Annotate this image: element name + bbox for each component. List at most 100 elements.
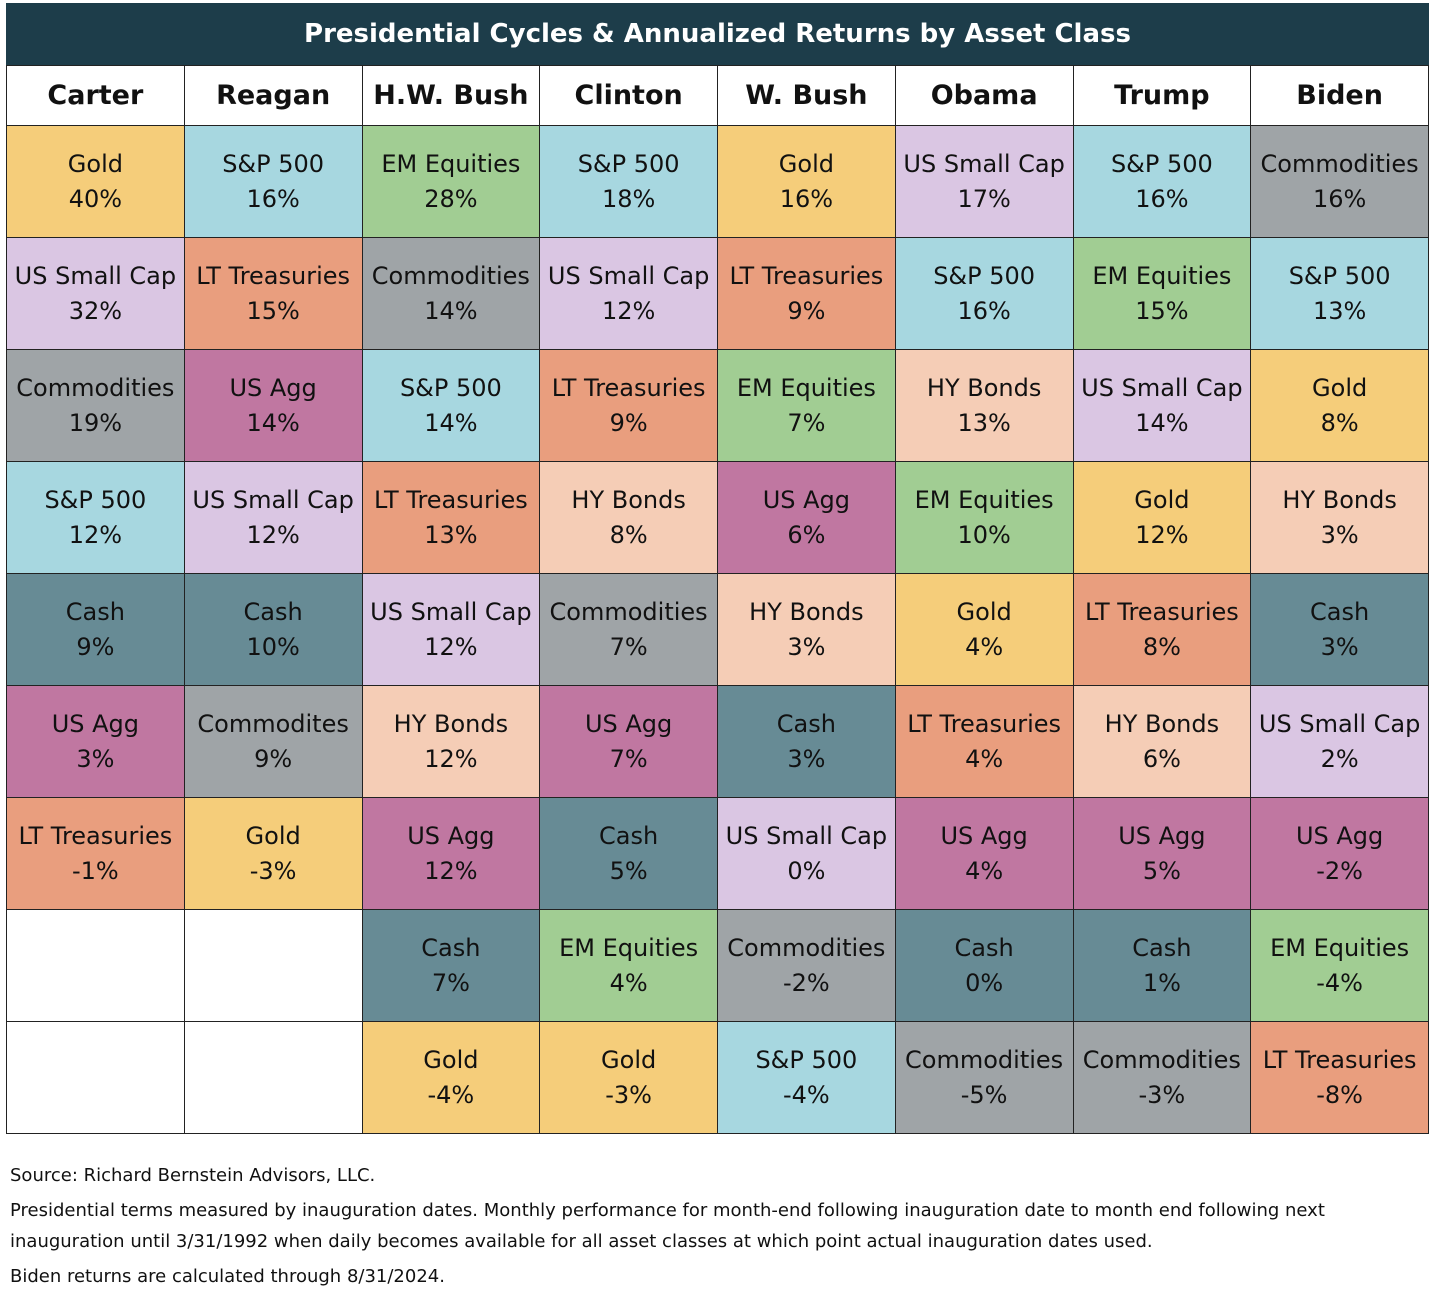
- biden-note: Biden returns are calculated through 8/3…: [10, 1266, 445, 1287]
- return-cell: Gold 40%: [7, 126, 185, 238]
- return-value: 3%: [76, 744, 115, 773]
- return-cell: Cash 0%: [895, 910, 1074, 1022]
- asset-label: S&P 500: [933, 261, 1036, 290]
- return-value: -2%: [783, 968, 830, 997]
- return-cell: S&P 500 13%: [1251, 238, 1429, 350]
- return-value: 1%: [1142, 968, 1181, 997]
- return-cell: EM Equities 10%: [895, 462, 1074, 574]
- asset-label: Gold: [778, 149, 834, 178]
- return-cell: Commodities -3%: [1073, 1022, 1252, 1134]
- asset-label: LT Treasuries: [551, 373, 706, 402]
- asset-label: US Agg: [229, 373, 317, 402]
- return-value: -3%: [605, 1080, 652, 1109]
- asset-label: EM Equities: [736, 373, 876, 402]
- return-cell: US Small Cap 32%: [7, 238, 185, 350]
- return-value: -4%: [427, 1080, 475, 1109]
- return-value: 0%: [787, 856, 826, 885]
- return-value: 4%: [609, 968, 648, 997]
- return-value: 12%: [68, 520, 123, 549]
- return-value: 12%: [424, 744, 478, 773]
- empty-cell: [7, 910, 185, 1022]
- asset-label: S&P 500: [1288, 261, 1391, 290]
- return-cell: LT Treasuries 9%: [540, 350, 718, 462]
- asset-label: S&P 500: [44, 485, 147, 514]
- asset-label: HY Bonds: [1282, 485, 1397, 514]
- return-value: 18%: [601, 184, 656, 213]
- return-value: 10%: [957, 520, 1011, 549]
- return-cell: US Agg 3%: [7, 686, 185, 798]
- asset-label: US Agg: [1118, 821, 1206, 850]
- asset-label: US Small Cap: [547, 261, 710, 290]
- return-value: 15%: [1135, 296, 1189, 325]
- return-cell: Cash 10%: [184, 574, 363, 686]
- return-cell: Commodities -2%: [718, 910, 896, 1022]
- return-cell: S&P 500 12%: [7, 462, 185, 574]
- empty-cell: [7, 1022, 185, 1134]
- asset-label: US Small Cap: [725, 821, 888, 850]
- return-cell: US Agg 7%: [540, 686, 718, 798]
- asset-label: HY Bonds: [1104, 709, 1220, 738]
- asset-label: HY Bonds: [749, 597, 864, 626]
- chart-container: Presidential Cycles & Annualized Returns…: [6, 3, 1429, 1134]
- asset-label: HY Bonds: [393, 709, 509, 738]
- asset-label: Gold: [67, 149, 123, 178]
- return-cell: Commodities 14%: [362, 238, 541, 350]
- asset-label: Commodities: [1260, 149, 1419, 178]
- return-value: 7%: [787, 408, 826, 437]
- return-cell: Gold -3%: [184, 798, 363, 910]
- asset-label: Cash: [421, 933, 481, 962]
- return-cell: US Small Cap 0%: [718, 798, 896, 910]
- return-value: 13%: [1312, 296, 1367, 325]
- asset-label: Cash: [954, 933, 1014, 962]
- return-cell: HY Bonds 3%: [718, 574, 896, 686]
- source-note: Source: Richard Bernstein Advisors, LLC.: [10, 1165, 376, 1186]
- return-value: 7%: [431, 968, 470, 997]
- return-value: 4%: [965, 744, 1004, 773]
- return-cell: Gold 4%: [895, 574, 1074, 686]
- return-cell: US Agg 5%: [1073, 798, 1252, 910]
- return-cell: EM Equities 7%: [718, 350, 896, 462]
- return-value: 15%: [246, 296, 300, 325]
- return-value: 16%: [246, 184, 300, 213]
- asset-label: Commodities: [905, 1045, 1064, 1074]
- asset-label: US Agg: [584, 709, 673, 738]
- return-cell: US Agg 4%: [895, 798, 1074, 910]
- asset-label: Gold: [1312, 373, 1368, 402]
- return-value: -1%: [72, 856, 119, 885]
- asset-label: US Small Cap: [1081, 373, 1243, 402]
- return-value: -5%: [960, 1080, 1008, 1109]
- asset-label: Gold: [245, 821, 301, 850]
- asset-label: LT Treasuries: [373, 485, 528, 514]
- return-value: 16%: [1312, 184, 1367, 213]
- footnotes: Source: Richard Bernstein Advisors, LLC.…: [10, 1160, 1430, 1296]
- return-cell: LT Treasuries -8%: [1251, 1022, 1429, 1134]
- asset-label: EM Equities: [559, 933, 699, 962]
- asset-label: EM Equities: [1092, 261, 1232, 290]
- asset-label: LT Treasuries: [729, 261, 884, 290]
- return-cell: EM Equities 28%: [362, 126, 541, 238]
- return-cell: LT Treasuries 15%: [184, 238, 363, 350]
- return-cell: LT Treasuries 4%: [895, 686, 1074, 798]
- asset-label: Cash: [65, 597, 125, 626]
- return-cell: Gold 8%: [1251, 350, 1429, 462]
- return-cell: Commodities 19%: [7, 350, 185, 462]
- asset-label: Commodities: [16, 373, 175, 402]
- asset-label: LT Treasuries: [1262, 1045, 1417, 1074]
- return-cell: Commodities 16%: [1251, 126, 1429, 238]
- return-value: 14%: [246, 408, 300, 437]
- return-cell: LT Treasuries 8%: [1073, 574, 1252, 686]
- asset-label: US Agg: [940, 821, 1028, 850]
- column-header: Obama: [895, 66, 1074, 126]
- return-value: 16%: [779, 184, 834, 213]
- methodology-note: Presidential terms measured by inaugurat…: [10, 1200, 1325, 1252]
- asset-label: LT Treasuries: [1084, 597, 1239, 626]
- asset-label: US Small Cap: [903, 149, 1065, 178]
- return-value: 14%: [424, 408, 478, 437]
- return-cell: Gold -4%: [362, 1022, 541, 1134]
- return-value: 9%: [254, 744, 293, 773]
- asset-label: EM Equities: [1270, 933, 1410, 962]
- return-value: 16%: [957, 296, 1011, 325]
- return-cell: Commodities 7%: [540, 574, 718, 686]
- return-cell: EM Equities -4%: [1251, 910, 1429, 1022]
- empty-cell: [184, 910, 363, 1022]
